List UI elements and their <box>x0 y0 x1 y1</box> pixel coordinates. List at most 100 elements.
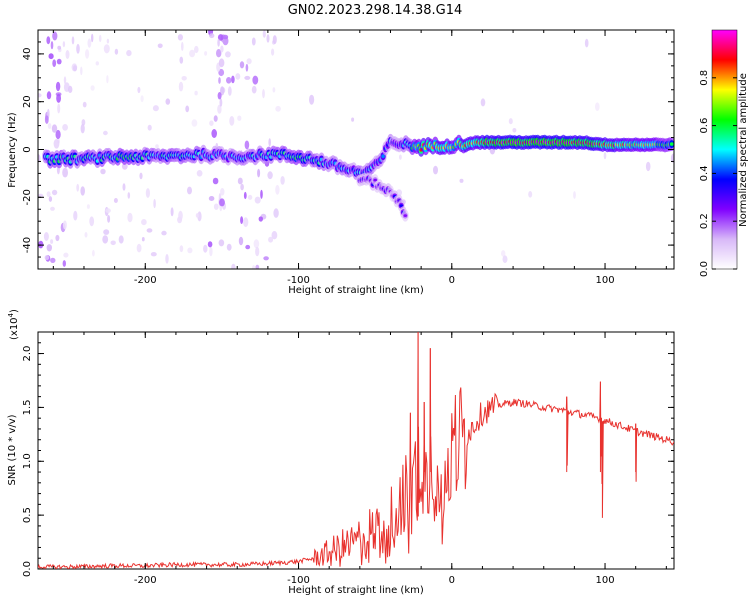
spectrogram-noise-cell <box>86 204 90 209</box>
spectrogram-noise-cell <box>227 86 232 96</box>
spectrogram-noise-cell <box>50 41 54 50</box>
spectrogram-noise-cell <box>62 124 68 131</box>
spectrogram-noise-cell <box>50 257 56 263</box>
spectrogram-noise-cell <box>238 236 244 246</box>
spectrogram-noise-cell <box>501 250 506 257</box>
spectrogram-noise-cell <box>185 105 190 113</box>
spectrogram-noise-cell <box>275 184 280 195</box>
x-tick-label: 0 <box>449 575 455 586</box>
spectrogram-noise-cell <box>217 92 222 100</box>
spectrogram-noise-cell <box>177 34 183 41</box>
spectrogram-noise-cell <box>181 41 184 51</box>
spectrogram-noise-cell <box>235 73 241 80</box>
spectrogram-noise-cell <box>44 115 49 124</box>
snr-series-line <box>38 332 674 569</box>
y-tick-label: 20 <box>22 95 33 108</box>
spectrogram-ridge-layer <box>42 133 674 222</box>
spectrogram-noise-cell <box>95 61 100 66</box>
spectrogram-noise-cell <box>55 129 61 140</box>
spectrogram-noise-cell <box>480 98 486 107</box>
snr-y-ticks: 0.0 0.5 1.0 1.5 2.0 <box>22 331 674 577</box>
spectrogram-noise-cell <box>179 245 184 253</box>
spectrogram-noise-cell <box>459 178 464 183</box>
x-tick-label: 0 <box>449 275 455 286</box>
spectrogram-noise-cell <box>52 59 57 67</box>
x-tick-label: -100 <box>287 275 310 286</box>
spectrogram-noise-cell <box>62 167 68 178</box>
spectrogram-noise-cell <box>244 75 251 80</box>
spectrogram-noise-cell <box>127 212 133 223</box>
spectrogram-y-ticks: -40 -20 0 20 40 <box>22 29 674 270</box>
spectrogram-noise-cell <box>240 216 244 225</box>
spectrogram-noise-cell <box>243 191 247 200</box>
spectrogram-noise-cell <box>208 196 215 201</box>
spectrogram-noise-cell <box>245 244 251 250</box>
spectrogram-noise-cell <box>161 230 167 236</box>
spectrogram-noise-cell <box>76 183 80 192</box>
spectrogram-noise-cell <box>220 188 225 196</box>
spectrogram-noise-cell <box>239 61 245 69</box>
spectrogram-noise-cell <box>91 33 94 43</box>
spectrogram-noise-cell <box>209 33 215 39</box>
spectrogram-noise-cell <box>280 176 285 185</box>
spectrogram-noise-cell <box>219 198 225 207</box>
snr-line-layer <box>38 332 674 569</box>
spectrogram-noise-cell <box>56 58 62 65</box>
x-tick-label: -200 <box>134 275 157 286</box>
spectrogram-noise-cell <box>218 68 225 77</box>
spectrogram-noise-cell <box>217 34 224 41</box>
spectrogram-noise-cell <box>260 189 263 199</box>
spectrogram-noise-cell <box>195 213 200 218</box>
spectrogram-noise-cell <box>114 48 119 55</box>
spectrogram-noise-cell <box>502 255 508 263</box>
spectrogram-noise-cell <box>433 165 438 175</box>
spectrogram-noise-cell <box>50 206 55 211</box>
spectrogram-noise-cell <box>65 50 70 59</box>
snr-frame <box>37 331 675 570</box>
spectrogram-noise-cell <box>43 232 49 241</box>
spectrogram-noise-cell <box>219 98 223 107</box>
spectrogram-noise-cell <box>252 75 259 85</box>
spectrogram-noise-cell <box>62 220 67 230</box>
snr-x-axis-label: Height of straight line (km) <box>288 585 424 596</box>
colorbar-tick-label: 0.2 <box>699 213 710 229</box>
spectrogram-noise-cell <box>48 196 53 202</box>
spectrogram-noise-cell <box>63 252 69 258</box>
spectrogram-noise-cell <box>257 168 261 178</box>
spectrogram-noise-cell <box>89 216 95 227</box>
spectrogram-noise-cell <box>213 115 218 122</box>
spectrogram-noise-cell <box>53 139 60 149</box>
spectrogram-ridge-core <box>669 142 674 146</box>
spectrogram-noise-cell <box>220 86 225 96</box>
y-tick-label: 40 <box>22 48 33 61</box>
spectrogram-noise-cell <box>351 117 355 122</box>
spectrogram-noise-cell <box>237 177 243 185</box>
colorbar-label: Normalized spectral amplitude <box>738 73 749 227</box>
spectrogram-noise-cell <box>266 34 270 43</box>
colorbar-tick-label: 0.4 <box>699 165 710 181</box>
spectrogram-noise-cell <box>165 98 171 105</box>
spectrogram-noise-cell <box>216 49 222 58</box>
spectrogram-noise-cell <box>254 196 261 204</box>
snr-x-ticks: -200 -100 0 100 <box>52 332 667 586</box>
spectrogram-noise-cell <box>209 246 213 257</box>
spectrogram-x-axis-label: Height of straight line (km) <box>288 285 424 296</box>
spectrogram-noise-cell <box>268 236 274 243</box>
spectrogram-noise-cell <box>170 207 174 217</box>
spectrogram-noise-cell <box>209 120 214 126</box>
spectrogram-noise-cell <box>113 198 118 203</box>
y-tick-label: 0 <box>22 146 33 152</box>
spectrogram-noise-cell <box>118 235 124 244</box>
spectrogram-noise-cell <box>103 229 110 235</box>
spectrogram-noise-cell <box>85 49 90 59</box>
spectrogram-noise-cell <box>191 119 198 127</box>
spectrogram-noise-cell <box>229 116 235 126</box>
spectrogram-noise-cell <box>152 105 159 112</box>
spectrogram-noise-cell <box>178 210 183 221</box>
spectrogram-branch-core <box>399 204 404 207</box>
spectrogram-noise-cell <box>189 49 196 58</box>
spectrogram-noise-cell <box>38 154 41 163</box>
spectrogram-noise-cell <box>246 58 252 65</box>
spectrogram-noise-cell <box>52 31 58 41</box>
